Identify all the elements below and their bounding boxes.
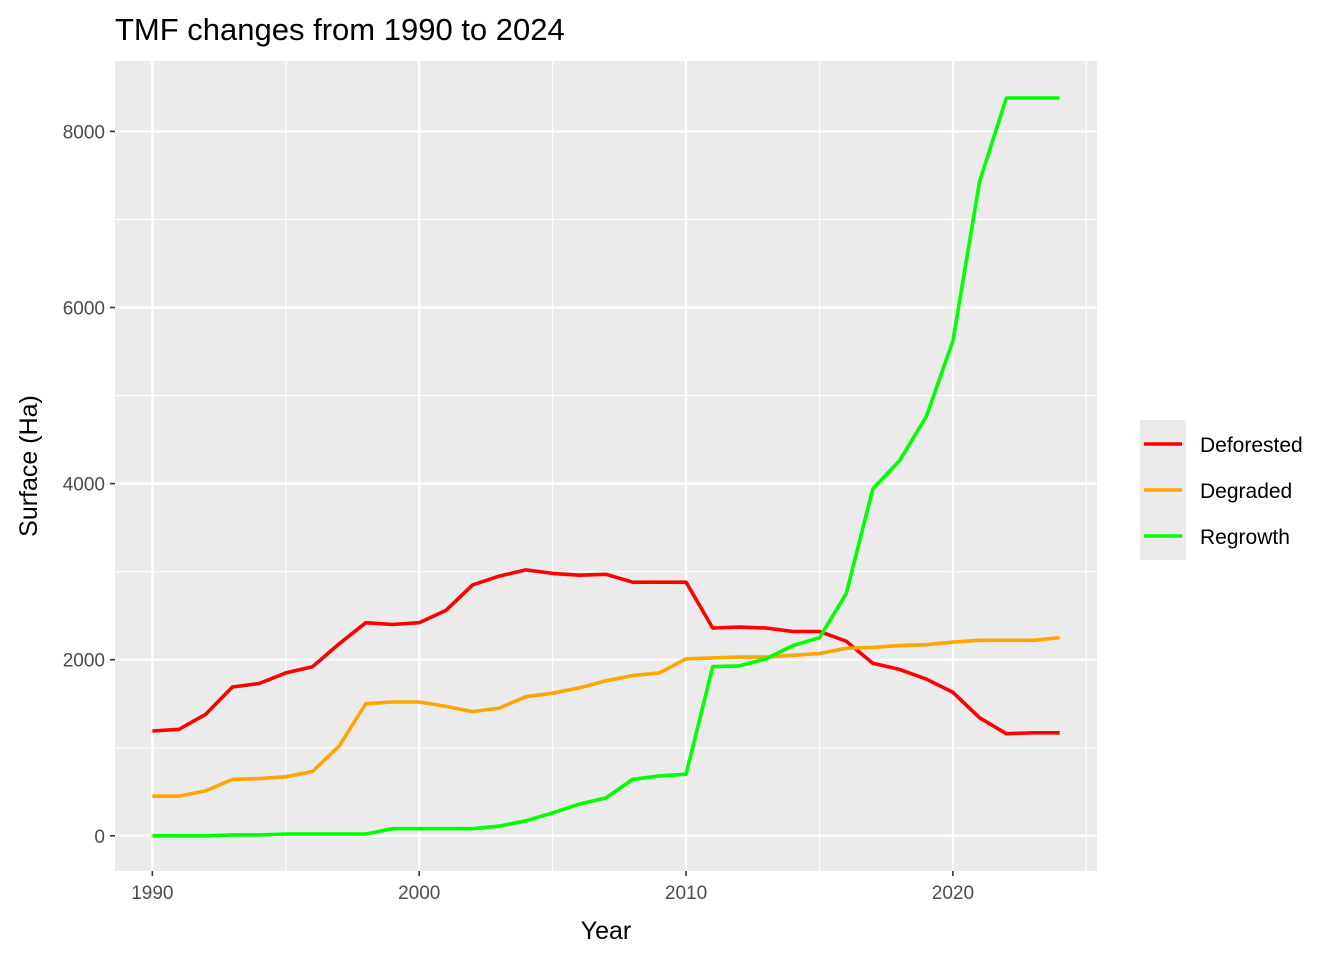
- series-lines: [152, 96, 1060, 838]
- y-tick-label: 0: [94, 827, 105, 848]
- x-tick-label: 2020: [932, 883, 974, 904]
- series-line-regrowth: [152, 96, 1060, 838]
- y-tick-label: 8000: [63, 122, 105, 143]
- y-tick-label: 4000: [63, 475, 105, 496]
- y-tick-label: 2000: [63, 651, 105, 672]
- series-line-degraded: [152, 635, 1060, 799]
- chart-title: TMF changes from 1990 to 2024: [115, 12, 565, 47]
- x-tick-label: 1990: [131, 883, 173, 904]
- major-gridlines: [115, 61, 1097, 871]
- series-line-deforested: [152, 568, 1060, 736]
- legend-label: Regrowth: [1200, 526, 1290, 549]
- x-axis-title: Year: [581, 917, 632, 945]
- minor-gridlines: [115, 61, 1097, 871]
- y-axis: 0 2000 4000 6000 8000: [63, 122, 115, 848]
- y-axis-title: Surface (Ha): [15, 395, 43, 537]
- legend: Deforested Degraded Regrowth: [1140, 420, 1303, 560]
- x-tick-label: 2010: [665, 883, 707, 904]
- y-tick-label: 6000: [63, 299, 105, 320]
- legend-label: Deforested: [1200, 434, 1303, 457]
- x-axis: 1990 2000 2010 2020: [131, 871, 974, 904]
- legend-label: Degraded: [1200, 480, 1292, 503]
- plot-panel: [115, 61, 1097, 871]
- x-tick-label: 2000: [398, 883, 440, 904]
